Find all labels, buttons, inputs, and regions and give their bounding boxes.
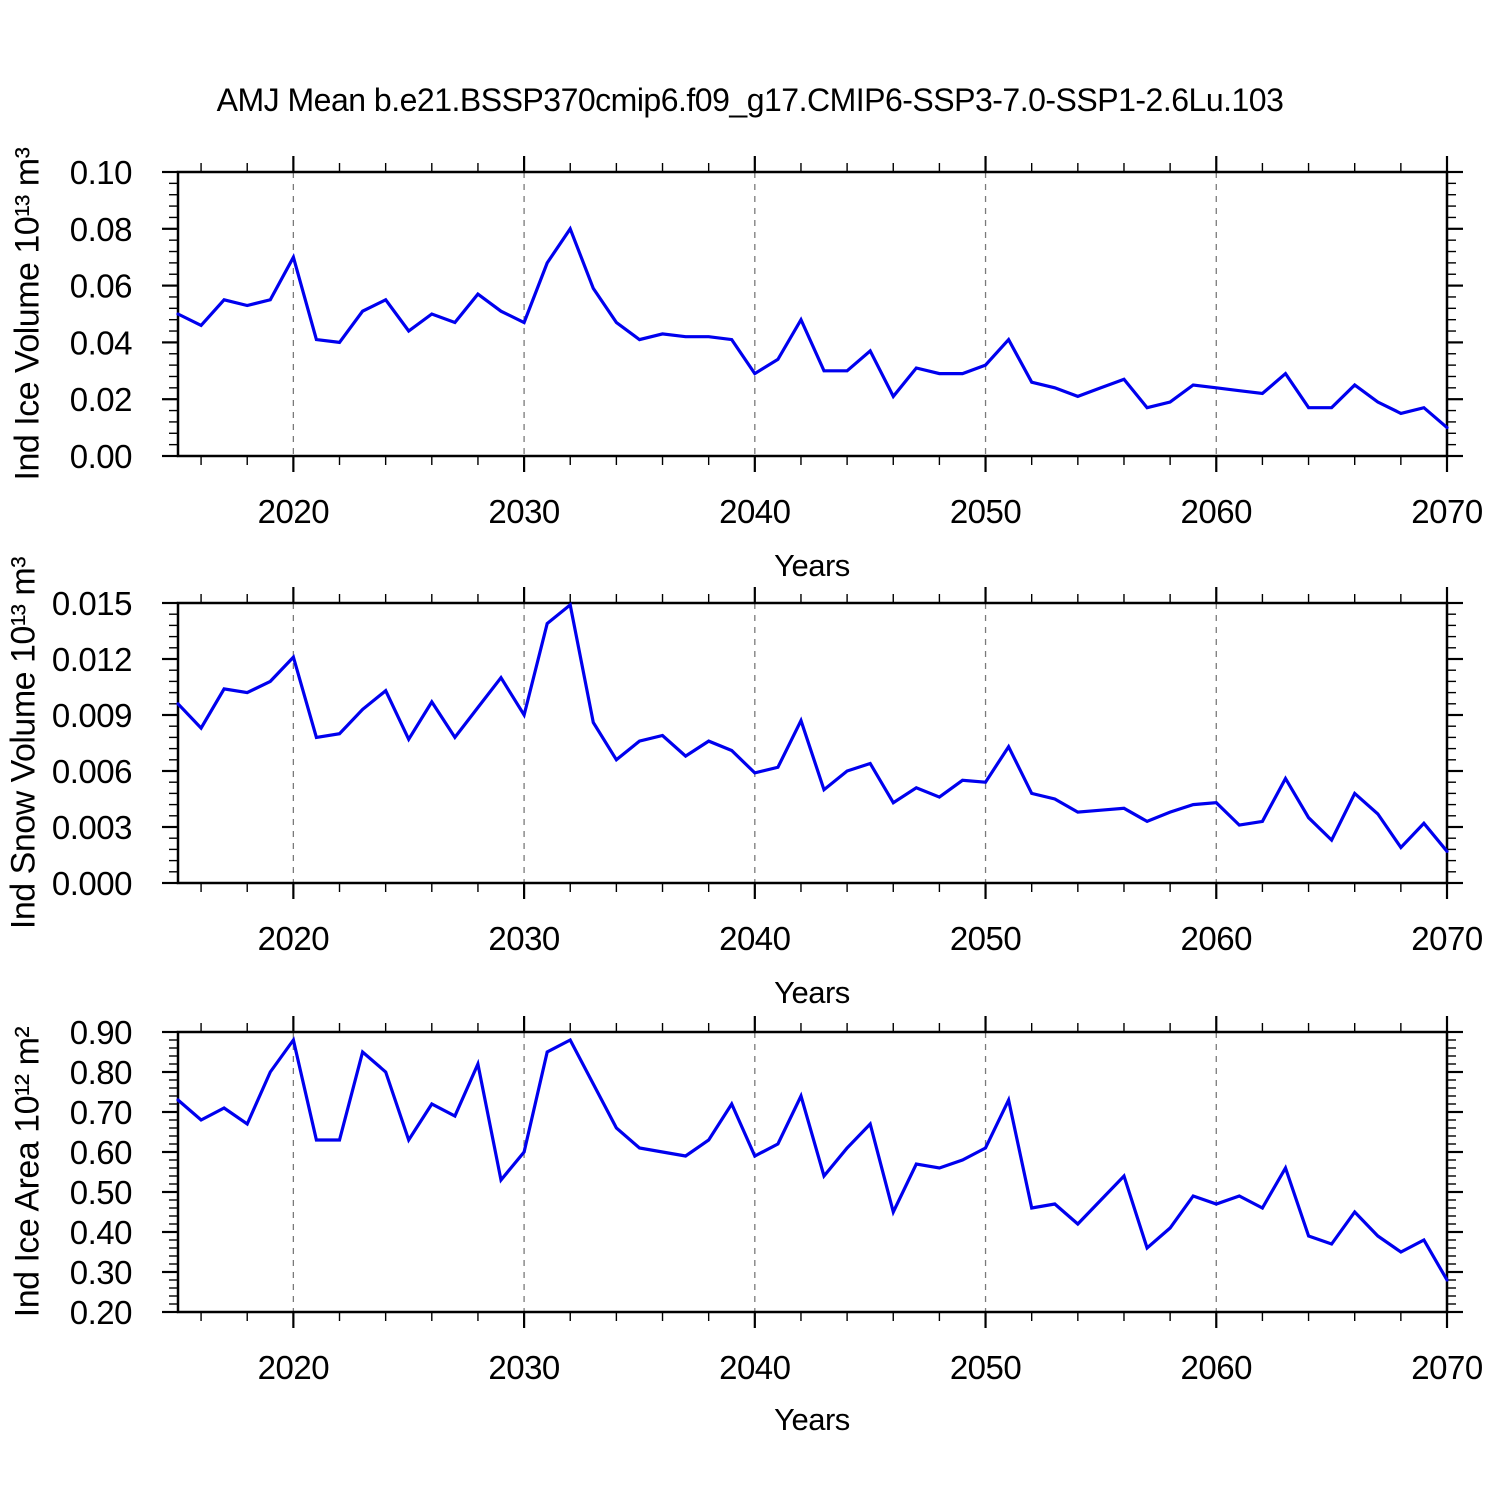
- x-tick-label: 2050: [950, 493, 1022, 530]
- x-tick-label: 2060: [1181, 920, 1253, 957]
- y-tick-label: 0.90: [70, 1014, 132, 1051]
- y-tick-label: 0.015: [52, 585, 132, 622]
- x-axis-title-panel-1: Years: [774, 548, 850, 583]
- x-tick-label: 2020: [258, 493, 330, 530]
- x-tick-label: 2050: [950, 920, 1022, 957]
- x-tick-label: 2040: [719, 1349, 791, 1386]
- x-tick-label: 2030: [488, 493, 560, 530]
- snow-volume-series-line: [176, 601, 1449, 853]
- ice-volume-series-line: [176, 225, 1449, 430]
- x-axis-title-panel-3: Years: [774, 1402, 850, 1437]
- y-tick-label: 0.60: [70, 1134, 132, 1171]
- y-tick-label: 0.006: [52, 753, 132, 790]
- y-tick-label: 0.003: [52, 809, 132, 846]
- x-tick-label: 2070: [1411, 1349, 1483, 1386]
- y-tick-label: 0.10: [70, 154, 132, 191]
- plot-border: [176, 170, 1449, 458]
- x-tick-label: 2020: [258, 1349, 330, 1386]
- snow-volume-panel: 0.000 0.003 0.006 0.009 0.012 0.015 2020 2030 20…: [52, 585, 1483, 957]
- x-tick-label: 2070: [1411, 920, 1483, 957]
- y-tick-label: 0.70: [70, 1094, 132, 1131]
- y-tick-label: 0.000: [52, 865, 132, 902]
- ice-area-series-line: [176, 1036, 1449, 1282]
- x-tick-label: 2060: [1181, 1349, 1253, 1386]
- x-tick-label: 2040: [719, 493, 791, 530]
- y-tick-label: 0.80: [70, 1054, 132, 1091]
- plot-border: [176, 601, 1449, 885]
- x-axis-title-panel-2: Years: [774, 975, 850, 1010]
- x-tick-label: 2030: [488, 920, 560, 957]
- ice-area-panel: 0.200.300.400.500.600.700.800.90 2020 2030…: [70, 1014, 1484, 1386]
- y-tick-label: 0.20: [70, 1294, 132, 1331]
- x-tick-label: 2070: [1411, 493, 1483, 530]
- y-tick-label: 0.00: [70, 438, 132, 475]
- x-tick-label: 2020: [258, 920, 330, 957]
- y-tick-label: 0.06: [70, 268, 132, 305]
- x-tick-label: 2030: [488, 1349, 560, 1386]
- y-tick-label: 0.30: [70, 1254, 132, 1291]
- y-tick-label: 0.009: [52, 697, 132, 734]
- x-tick-label: 2050: [950, 1349, 1022, 1386]
- x-tick-label: 2060: [1181, 493, 1253, 530]
- y-tick-label: 0.02: [70, 381, 132, 418]
- chart-title: AMJ Mean b.e21.BSSP370cmip6.f09_g17.CMIP…: [216, 82, 1284, 118]
- y-tick-label: 0.40: [70, 1214, 132, 1251]
- y-tick-label: 0.04: [70, 324, 132, 361]
- x-tick-label: 2040: [719, 920, 791, 957]
- y-tick-label: 0.50: [70, 1174, 132, 1211]
- ice-volume-panel: 0.00 0.02 0.04 0.06 0.08 0.10 2020 2030 2040 2050…: [70, 154, 1484, 530]
- y-tick-label: 0.012: [52, 641, 132, 678]
- plot-border: [176, 1030, 1449, 1314]
- y-tick-label: 0.08: [70, 211, 132, 248]
